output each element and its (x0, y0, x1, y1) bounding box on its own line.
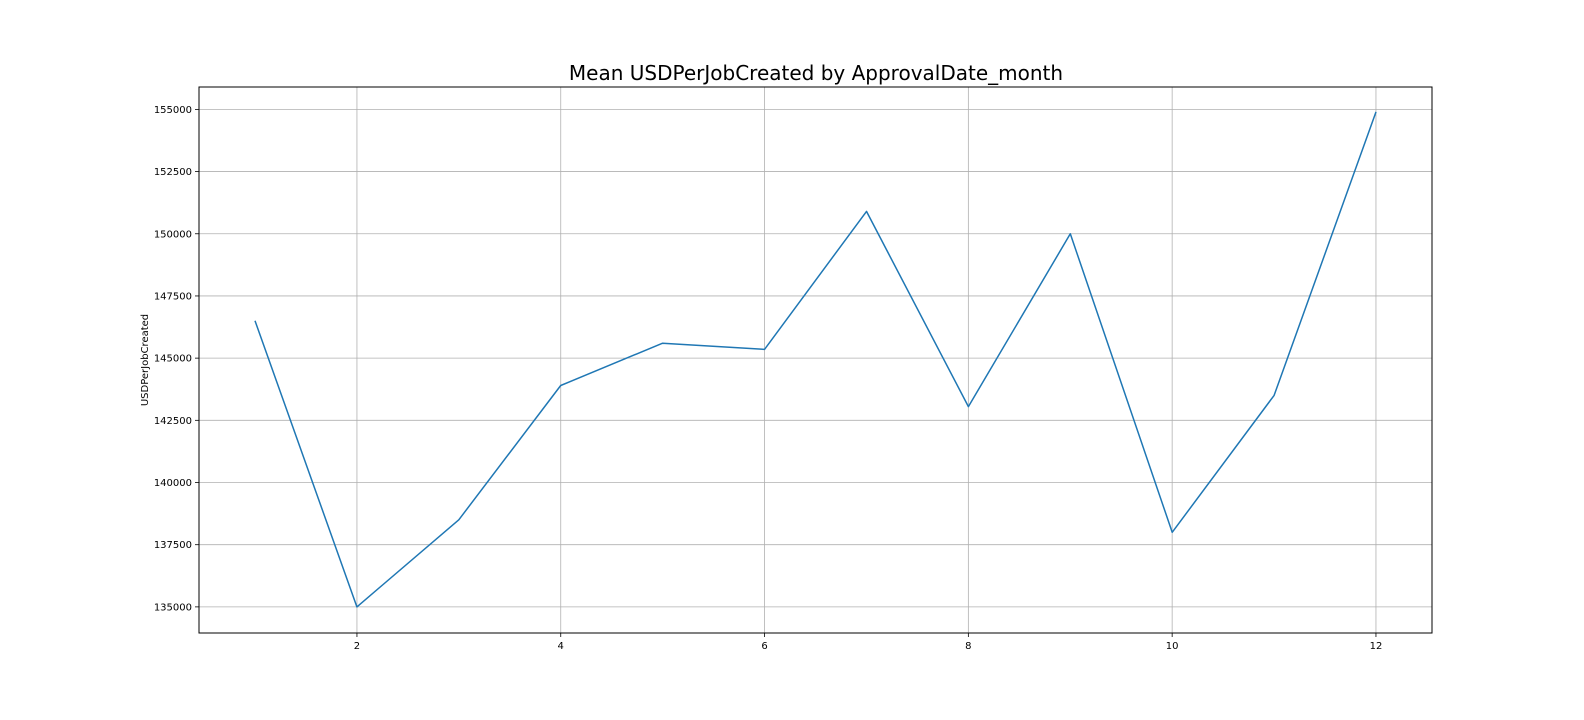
y-tick-label: 137500 (154, 540, 192, 551)
plot-frame (198, 86, 1433, 634)
x-tick-label: 4 (558, 641, 564, 652)
x-tick-label: 6 (761, 641, 767, 652)
y-tick-label: 155000 (154, 105, 192, 116)
y-tick-label: 152500 (154, 167, 192, 178)
x-tick-label: 10 (1166, 641, 1179, 652)
x-tick-label: 8 (965, 641, 971, 652)
grid (199, 87, 1432, 633)
x-tick-label: 2 (354, 641, 360, 652)
y-tick-label: 135000 (154, 602, 192, 613)
y-axis-label: USDPerJobCreated (140, 314, 151, 406)
y-tick-label: 145000 (154, 354, 192, 365)
series-line (254, 111, 1377, 608)
y-tick-label: 140000 (154, 478, 192, 489)
y-tick-label: 150000 (154, 229, 192, 240)
chart-title: Mean USDPerJobCreated by ApprovalDate_mo… (569, 61, 1063, 85)
y-axis: 135000 137500 140000 142500 145000 147500 1500… (154, 105, 199, 613)
x-tick-label: 12 (1370, 641, 1383, 652)
y-tick-label: 147500 (154, 291, 192, 302)
y-tick-label: 142500 (154, 416, 192, 427)
series-group (254, 111, 1377, 608)
x-axis: 2 4 6 8 10 12 (354, 633, 1383, 652)
